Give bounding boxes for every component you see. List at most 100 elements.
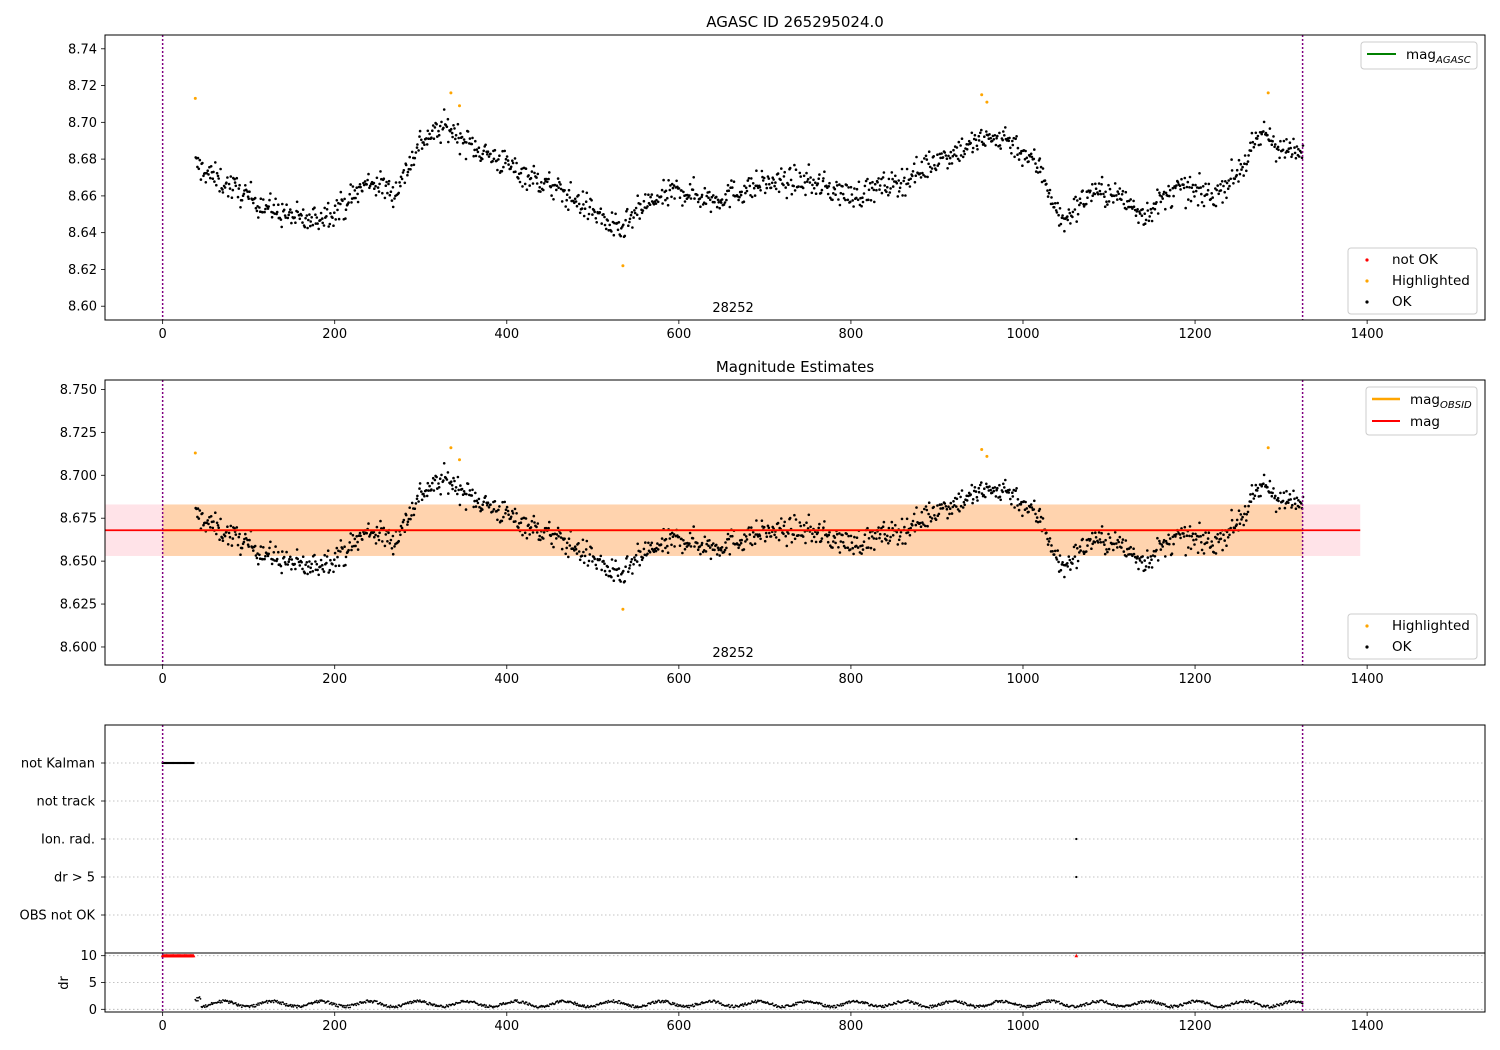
ok-point xyxy=(628,220,631,224)
ok-point xyxy=(822,177,825,180)
ok-point xyxy=(423,494,426,498)
dr-point xyxy=(686,1006,689,1009)
ok-point xyxy=(1178,184,1182,188)
ok-point xyxy=(632,563,635,566)
ok-point xyxy=(481,508,484,511)
ok-point xyxy=(301,208,305,211)
ok-point xyxy=(688,531,692,535)
ok-point xyxy=(831,546,834,549)
ok-point xyxy=(231,188,235,192)
dr-point xyxy=(861,1000,863,1003)
ok-point xyxy=(1038,170,1042,174)
panel-1-axes: 0 200 400 600 800 1000 1200 14008.608.628.648.6… xyxy=(68,42,1384,342)
ok-point xyxy=(960,137,964,140)
ok-point xyxy=(818,522,821,526)
ok-point xyxy=(1170,205,1174,208)
ok-point xyxy=(832,540,835,543)
dr-point xyxy=(662,1001,665,1004)
ok-point xyxy=(389,190,393,193)
ok-point xyxy=(998,495,1002,499)
ok-point xyxy=(630,558,634,561)
ok-point xyxy=(828,530,831,534)
ok-point xyxy=(841,533,844,537)
ok-point xyxy=(838,183,841,186)
dr-point xyxy=(1246,1001,1249,1004)
dr-point xyxy=(1220,1006,1222,1009)
dr-point xyxy=(634,1006,636,1009)
ok-point xyxy=(333,204,337,207)
dr-point xyxy=(1288,999,1291,1002)
ok-point xyxy=(435,475,438,479)
dr-point xyxy=(852,999,855,1002)
ok-point xyxy=(1229,526,1232,530)
ok-point xyxy=(664,546,667,550)
dr-point xyxy=(781,1004,783,1007)
dr-point xyxy=(961,1000,963,1003)
ok-point xyxy=(536,522,540,525)
ok-point xyxy=(502,515,505,519)
ok-point xyxy=(492,157,496,161)
ok-point xyxy=(1250,131,1254,135)
ok-point xyxy=(965,148,969,151)
dr-point xyxy=(1272,1004,1275,1006)
dr-point xyxy=(863,1002,866,1005)
ok-point xyxy=(402,169,406,172)
ok-point xyxy=(810,191,814,195)
flag-row-label: dr > 5 xyxy=(54,871,95,886)
ok-point xyxy=(1273,496,1276,500)
dr-point xyxy=(968,1004,971,1007)
ok-point xyxy=(897,538,901,542)
ok-point xyxy=(691,188,695,192)
dr-point xyxy=(611,1001,614,1003)
dr-point xyxy=(1065,1005,1067,1008)
dr-point xyxy=(276,999,278,1002)
ok-point xyxy=(555,188,558,192)
ok-point xyxy=(470,142,474,146)
ok-point xyxy=(970,131,974,135)
ok-point xyxy=(642,547,646,551)
ok-point xyxy=(1147,565,1151,569)
highlighted-point xyxy=(193,451,197,455)
ok-point xyxy=(436,135,439,138)
ok-point xyxy=(1293,151,1297,155)
dr-point xyxy=(314,1001,317,1004)
dr-point xyxy=(522,1000,524,1003)
ok-point xyxy=(1112,542,1116,546)
ok-point xyxy=(449,480,453,484)
ok-point xyxy=(1091,542,1094,546)
ok-point xyxy=(871,180,874,184)
x-tick-label: 0 xyxy=(159,1019,167,1034)
ok-point xyxy=(863,184,867,188)
ok-point xyxy=(567,208,570,211)
ok-point xyxy=(337,201,340,205)
ok-point xyxy=(313,553,316,557)
ok-point xyxy=(247,545,250,548)
ok-point xyxy=(1167,184,1170,188)
y-tick-label: 8.600 xyxy=(60,640,97,655)
ok-point xyxy=(853,187,856,190)
ok-point xyxy=(1249,149,1253,152)
ok-point xyxy=(1250,484,1254,487)
ok-point xyxy=(474,491,477,495)
ok-point xyxy=(517,526,520,529)
ok-point xyxy=(311,223,315,227)
x-tick-label: 0 xyxy=(159,672,167,687)
dr-point xyxy=(1271,1006,1274,1009)
ok-point xyxy=(361,189,364,193)
ok-point xyxy=(639,202,642,206)
dr-point xyxy=(1038,1001,1041,1004)
ok-point xyxy=(900,517,904,521)
ok-point xyxy=(1171,186,1175,190)
ok-point xyxy=(393,545,396,548)
ok-point xyxy=(1131,207,1134,210)
ok-point xyxy=(716,546,720,549)
dr-point xyxy=(688,1006,691,1009)
dr-point xyxy=(974,1006,977,1009)
ok-point xyxy=(452,124,455,127)
ok-point xyxy=(718,554,721,557)
ok-point xyxy=(709,557,713,561)
ok-point xyxy=(1011,495,1015,498)
ok-point xyxy=(1219,183,1222,186)
